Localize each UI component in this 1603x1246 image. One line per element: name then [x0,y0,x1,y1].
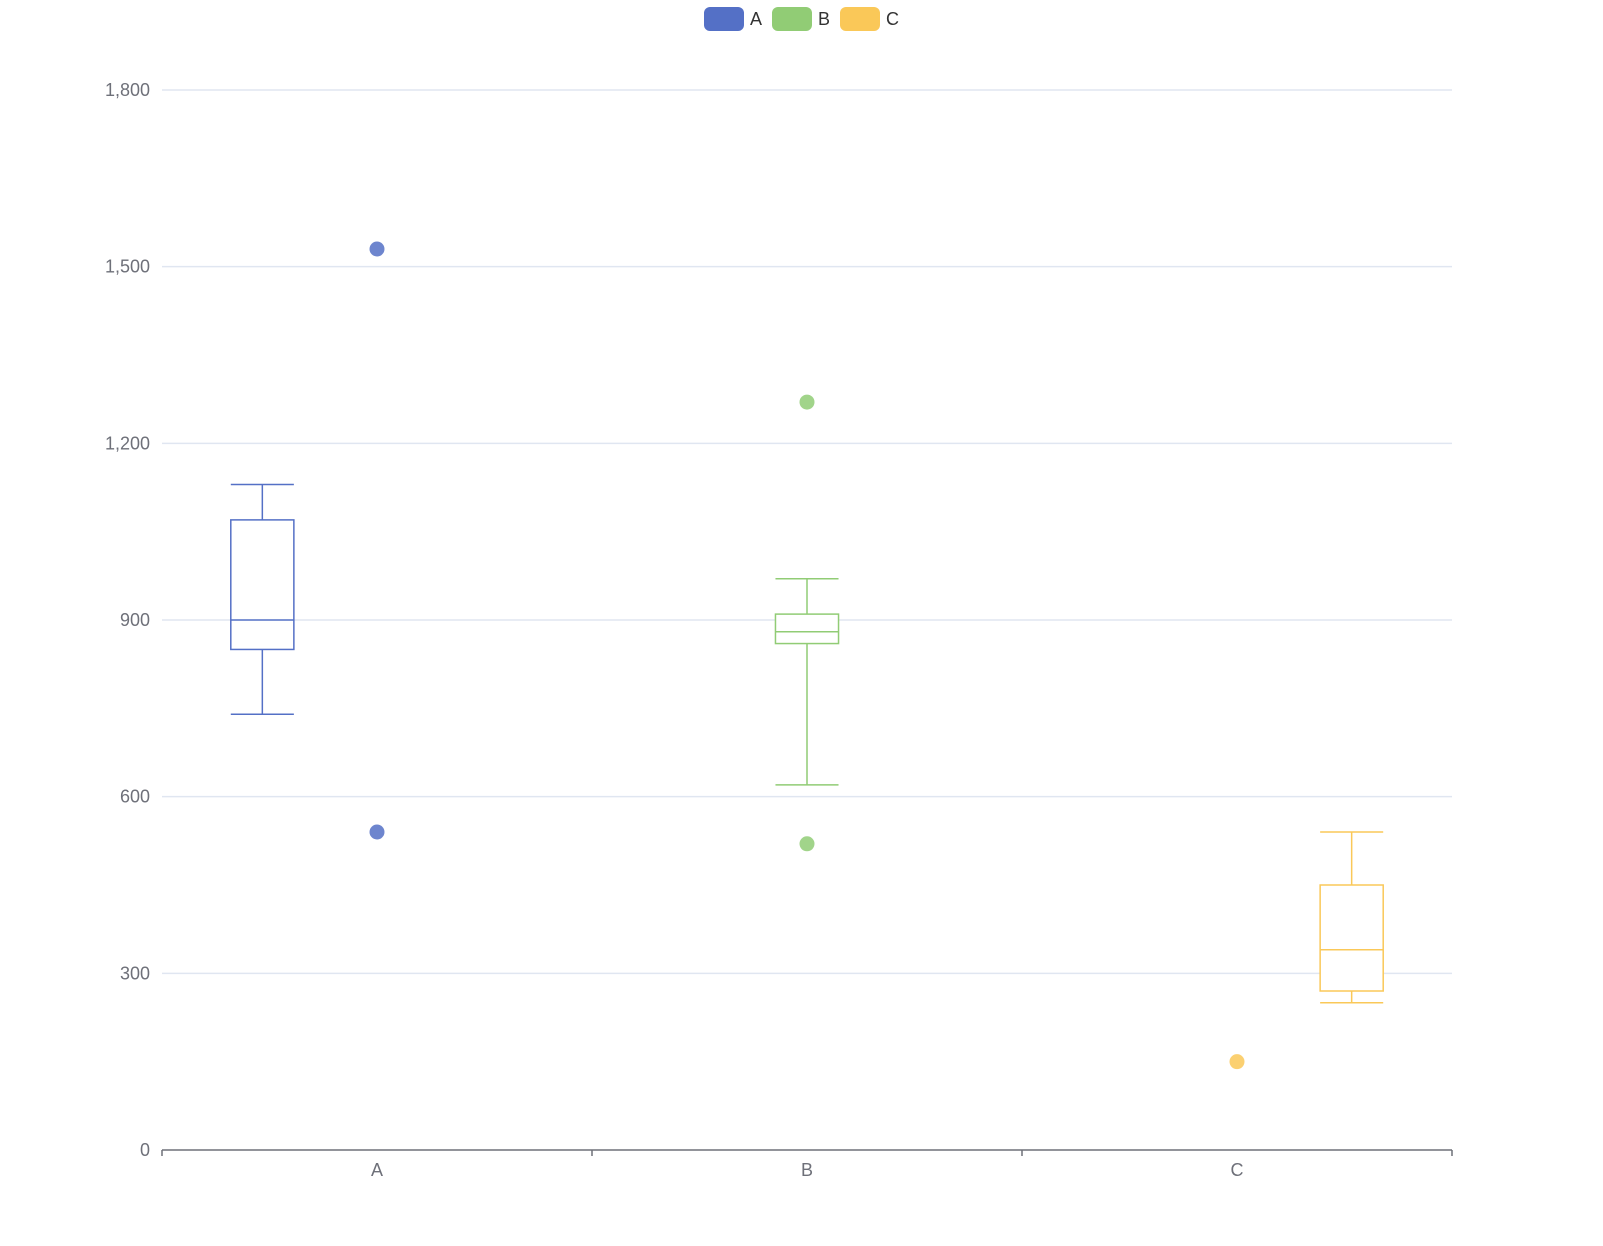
legend-swatch-a [703,7,744,31]
outlier-point-b [799,394,815,410]
legend-label-a: A [749,8,762,29]
box-body [230,519,295,651]
y-tick-label: 1,200 [105,433,150,453]
y-tick-label: 600 [120,787,150,807]
legend-label-c: C [886,8,900,29]
x-tick-label: C [1231,1160,1244,1180]
box-b [774,578,840,786]
box-body [774,613,840,645]
legend-item-b[interactable]: B [772,7,830,31]
outlier-point-a [369,824,385,840]
y-tick-label: 300 [120,963,150,983]
plot-area [230,241,1384,1070]
outlier-point-b [799,836,815,852]
x-tick-label: A [371,1160,383,1180]
legend: A B C [0,6,1603,32]
box-body [1319,884,1384,992]
legend-item-a[interactable]: A [703,7,762,31]
box-c [1319,831,1384,1004]
outlier-point-c [1229,1054,1245,1070]
y-tick-label: 900 [120,610,150,630]
y-tick-label: 1,800 [105,80,150,100]
legend-swatch-b [772,7,812,31]
legend-item-c[interactable]: C [840,7,899,31]
x-tick-label: B [801,1160,813,1180]
box-a [230,483,295,715]
legend-label-b: B [818,8,831,29]
legend-swatch-c [840,7,881,31]
y-tick-label: 0 [140,1140,150,1160]
y-axis: 0 300 600 900 1,200 1,500 1,800 [105,80,150,1160]
outlier-point-a [369,241,385,257]
x-axis: A B C [161,1149,1453,1180]
y-tick-label: 1,500 [105,257,150,277]
